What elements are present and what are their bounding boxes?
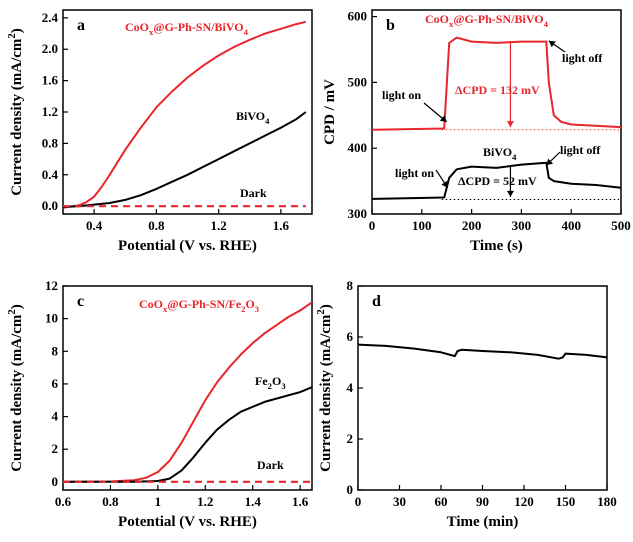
y-axis-label: Current density (mA/cm2): [6, 28, 25, 196]
series-label: CoOx@G-Ph-SN/Fe2O3: [139, 297, 260, 314]
x-tick-label: 500: [611, 218, 631, 233]
x-tick-label: 1.2: [211, 218, 227, 233]
series-line: [62, 301, 313, 483]
x-tick-label: 150: [556, 494, 576, 509]
y-tick-label: 2.0: [42, 41, 58, 56]
x-tick-label: 300: [512, 218, 532, 233]
x-tick-label: 0: [355, 494, 362, 509]
x-tick-label: 0: [369, 218, 376, 233]
x-axis-label: Time (min): [447, 514, 519, 530]
x-tick-label: 100: [412, 218, 432, 233]
y-tick-label: 8: [347, 278, 354, 293]
x-tick-label: 0.4: [86, 218, 103, 233]
series-label: Dark: [240, 186, 267, 200]
x-tick-label: 90: [476, 494, 489, 509]
x-tick-label: 1: [155, 494, 162, 509]
annotation-arrowhead: [441, 180, 448, 188]
series-line: [63, 386, 313, 483]
x-tick-label: 1.2: [197, 494, 213, 509]
panel-letter: d: [372, 293, 381, 310]
y-tick-label: 0: [52, 474, 59, 489]
y-tick-label: 1.6: [42, 73, 59, 88]
y-tick-label: 500: [348, 74, 368, 89]
y-tick-label: 600: [348, 9, 368, 24]
panel-a: 0.4 0.8 1.2 1.6 0.0 0.4 0.8 1.2 1.6 2.0 2.4 Potenti…: [6, 9, 313, 254]
panel-d: 0 30 60 90 120 150 180 0 2 4 6 8 Time (min) Current d…: [315, 278, 617, 530]
y-axis-label: CPD / mV: [322, 79, 338, 145]
series-label: Fe2O3: [255, 374, 286, 391]
y-tick-label: 12: [45, 278, 58, 293]
series-line: [357, 343, 608, 360]
axes-frame: [62, 9, 313, 215]
series-line: [371, 161, 622, 200]
annotation-arrowhead: [546, 158, 554, 166]
series-label: CoOx@G-Ph-SN/BiVO4: [125, 20, 249, 37]
annotation-arrowhead: [506, 190, 514, 197]
axes-frame: [357, 285, 608, 491]
y-tick-label: 0.0: [42, 198, 58, 213]
x-axis-label: Potential (V vs. RHE): [118, 238, 257, 254]
y-tick-label: 300: [348, 206, 368, 221]
series-line: [62, 20, 307, 209]
series-label: BiVO4: [236, 109, 270, 126]
panel-c: 0.6 0.8 1 1.2 1.4 1.6 0 2 4 6 8 10 12 Potential (V vs…: [6, 278, 313, 530]
axes-frame: [371, 9, 622, 215]
x-tick-label: 180: [597, 494, 617, 509]
x-axis-label: Time (s): [470, 238, 523, 254]
y-tick-label: 6: [52, 376, 59, 391]
y-tick-label: 4: [347, 380, 354, 395]
annotation-arrowhead: [548, 40, 556, 48]
x-tick-label: 1.6: [273, 218, 290, 233]
panel-letter: b: [386, 17, 395, 34]
x-tick-label: 1.6: [292, 494, 309, 509]
y-axis-label: Current density (mA/cm2): [315, 304, 334, 472]
series-line: [371, 36, 622, 131]
y-tick-label: 400: [348, 140, 368, 155]
y-tick-label: 0: [347, 482, 354, 497]
annotation-label: light on: [382, 88, 421, 102]
x-axis-label: Potential (V vs. RHE): [118, 514, 257, 530]
annotation-label: light off: [560, 143, 601, 157]
x-tick-label: 120: [514, 494, 534, 509]
y-tick-label: 6: [347, 329, 354, 344]
y-tick-label: 2: [52, 441, 59, 456]
x-tick-label: 0.6: [55, 494, 72, 509]
x-tick-label: 200: [462, 218, 482, 233]
x-tick-label: 0.8: [148, 218, 165, 233]
annotation-label: light off: [562, 51, 603, 65]
series-label: Dark: [257, 458, 284, 472]
x-tick-label: 30: [393, 494, 406, 509]
y-tick-label: 8: [52, 343, 59, 358]
panel-letter: c: [77, 293, 84, 310]
x-tick-label: 1.4: [245, 494, 262, 509]
y-tick-label: 10: [45, 311, 58, 326]
annotation-arrowhead: [506, 121, 514, 128]
y-tick-label: 4: [52, 409, 59, 424]
x-tick-label: 0.8: [102, 494, 119, 509]
x-tick-label: 400: [561, 218, 581, 233]
annotation-arrowhead: [439, 115, 447, 122]
y-tick-label: 2.4: [42, 10, 59, 25]
annotation-label: ΔCPD = 132 mV: [455, 83, 540, 97]
panel-b: 0 100 200 300 400 500 300 400 500 600 Time (s) CPD …: [322, 9, 631, 254]
x-tick-label: 60: [435, 494, 448, 509]
annotation-label: ΔCPD = 52 mV: [458, 174, 537, 188]
y-tick-label: 0.4: [42, 167, 59, 182]
series-label: CoOx@G-Ph-SN/BiVO4: [425, 12, 549, 29]
panel-letter: a: [77, 17, 85, 34]
y-axis-label: Current density (mA/cm2): [6, 304, 25, 472]
y-tick-label: 1.2: [42, 104, 58, 119]
annotation-label: light on: [395, 166, 434, 180]
y-tick-label: 0.8: [42, 135, 59, 150]
series-label: BiVO4: [483, 145, 517, 162]
series-line: [62, 111, 307, 208]
y-tick-label: 2: [347, 431, 354, 446]
